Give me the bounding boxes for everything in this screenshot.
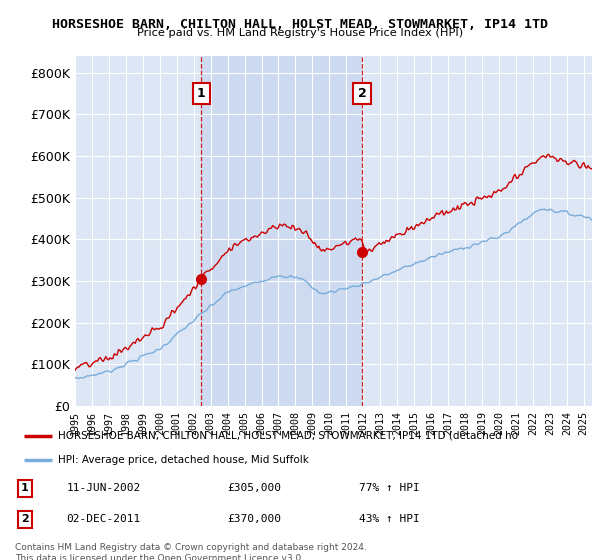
Text: 11-JUN-2002: 11-JUN-2002 [67, 483, 141, 493]
Text: Contains HM Land Registry data © Crown copyright and database right 2024.
This d: Contains HM Land Registry data © Crown c… [15, 543, 367, 560]
Text: 02-DEC-2011: 02-DEC-2011 [67, 515, 141, 524]
Text: HORSESHOE BARN, CHILTON HALL, HOLST MEAD, STOWMARKET, IP14 1TD (detached ho: HORSESHOE BARN, CHILTON HALL, HOLST MEAD… [58, 431, 518, 441]
Text: 2: 2 [21, 515, 28, 524]
Text: HPI: Average price, detached house, Mid Suffolk: HPI: Average price, detached house, Mid … [58, 455, 309, 465]
Text: Price paid vs. HM Land Registry's House Price Index (HPI): Price paid vs. HM Land Registry's House … [137, 28, 463, 38]
Text: 1: 1 [21, 483, 28, 493]
Text: 43% ↑ HPI: 43% ↑ HPI [359, 515, 419, 524]
Text: 77% ↑ HPI: 77% ↑ HPI [359, 483, 419, 493]
Text: 2: 2 [358, 87, 366, 100]
Text: 1: 1 [197, 87, 206, 100]
Text: HORSESHOE BARN, CHILTON HALL, HOLST MEAD, STOWMARKET, IP14 1TD: HORSESHOE BARN, CHILTON HALL, HOLST MEAD… [52, 18, 548, 31]
Text: £370,000: £370,000 [227, 515, 281, 524]
Text: £305,000: £305,000 [227, 483, 281, 493]
Bar [202, 56, 362, 406]
